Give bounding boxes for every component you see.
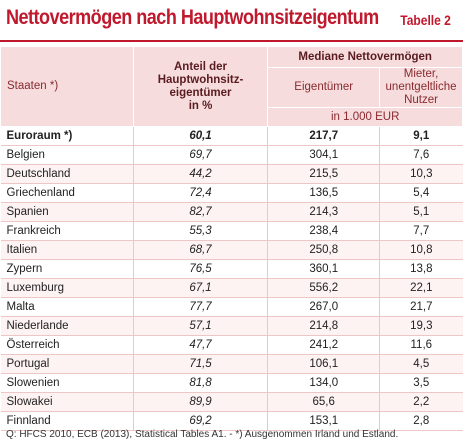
value-cell: 69,2 [133,411,269,431]
value-cell: 106,1 [267,354,381,374]
value-cell: 304,1 [267,145,381,165]
title: Nettovermögen nach Hauptwohnsitzeigentum [6,6,379,29]
value-cell: 89,9 [133,392,269,412]
table-row: Österreich 47,7 241,2 11,6 [0,335,463,355]
value-cell: 81,8 [133,373,269,393]
table-row: Malta 77,7 267,0 21,7 [0,297,463,317]
value-cell: 77,7 [133,297,269,317]
value-cell: 76,5 [133,259,269,279]
value-cell: 55,3 [133,221,269,241]
value-cell: 9,1 [379,126,463,146]
value-cell: 47,7 [133,335,269,355]
value-cell: 153,1 [267,411,381,431]
table-row: Deutschland 44,2 215,5 10,3 [0,164,463,184]
value-cell: 250,8 [267,240,381,260]
value-cell: 22,1 [379,278,463,298]
header-cell: Staaten *) [0,46,134,127]
country-cell: Zypern [0,259,134,279]
value-cell: 21,7 [379,297,463,317]
value-cell: 82,7 [133,202,269,222]
country-cell: Griechenland [0,183,134,203]
value-cell: 44,2 [133,164,269,184]
value-cell: 3,5 [379,373,463,393]
value-cell: 5,1 [379,202,463,222]
country-cell: Malta [0,297,134,317]
header-cell: Eigentümer [267,67,381,108]
header-line: Anteil der [173,60,228,73]
value-cell: 217,7 [267,126,381,146]
country-cell: Italien [0,240,134,260]
title-rule [0,40,463,42]
value-cell: 136,5 [267,183,381,203]
table-row: Zypern 76,5 360,1 13,8 [0,259,463,279]
footnote: Q: HFCS 2010, ECB (2013), Statistical Ta… [6,429,399,440]
table-row: Spanien 82,7 214,3 5,1 [0,202,463,222]
value-cell: 4,5 [379,354,463,374]
value-cell: 71,5 [133,354,269,374]
header-line: eigentümer [169,86,232,99]
table-row: Niederlande 57,1 214,8 19,3 [0,316,463,336]
value-cell: 2,8 [379,411,463,431]
value-cell: 267,0 [267,297,381,317]
table-row: Slowakei 89,9 65,6 2,2 [0,392,463,412]
value-cell: 69,7 [133,145,269,165]
table-label: Tabelle 2 [400,12,451,28]
value-cell: 214,3 [267,202,381,222]
country-cell: Luxemburg [0,278,134,298]
table-row: Griechenland 72,4 136,5 5,4 [0,183,463,203]
value-cell: 2,2 [379,392,463,412]
header-line: unentgeltliche Nutzer [385,81,457,106]
header-cell: Mediane Nettovermögen [267,46,463,68]
table-row: Slowenien 81,8 134,0 3,5 [0,373,463,393]
country-cell: Spanien [0,202,134,222]
value-cell: 67,1 [133,278,269,298]
table-row: Finnland 69,2 153,1 2,8 [0,411,463,431]
header-line: Mieter, [403,68,439,80]
table: Staaten *) Anteil der Hauptwohnsitz-eigen… [0,46,463,431]
value-cell: 241,2 [267,335,381,355]
country-cell: Euroraum *) [0,126,134,146]
value-cell: 19,3 [379,316,463,336]
country-cell: Österreich [0,335,134,355]
country-cell: Slowakei [0,392,134,412]
country-cell: Slowenien [0,373,134,393]
table-row: Luxemburg 67,1 556,2 22,1 [0,278,463,298]
country-cell: Belgien [0,145,134,165]
header-cell: in 1.000 EUR [267,107,463,127]
header-cell: Anteil der Hauptwohnsitz-eigentümer in % [132,46,269,127]
country-cell: Deutschland [0,164,134,184]
country-cell: Niederlande [0,316,134,336]
value-cell: 7,7 [379,221,463,241]
value-cell: 7,6 [379,145,463,165]
table-row: Italien 68,7 250,8 10,8 [0,240,463,260]
table-row: Frankreich 55,3 238,4 7,7 [0,221,463,241]
country-cell: Frankreich [0,221,134,241]
header-cell: Mieter, unentgeltliche Nutzer [379,67,463,108]
country-cell: Portugal [0,354,134,374]
header-line: Hauptwohnsitz- [157,73,244,86]
value-cell: 13,8 [379,259,463,279]
value-cell: 72,4 [133,183,269,203]
value-cell: 215,5 [267,164,381,184]
value-cell: 5,4 [379,183,463,203]
table-body: Euroraum *) 60,1 217,7 9,1 Belgien 69,7 304,1 7… [0,126,463,431]
value-cell: 57,1 [133,316,269,336]
value-cell: 238,4 [267,221,381,241]
value-cell: 60,1 [133,126,269,146]
value-cell: 134,0 [267,373,381,393]
value-cell: 11,6 [379,335,463,355]
value-cell: 10,8 [379,240,463,260]
header-line: in % [188,99,213,112]
value-cell: 556,2 [267,278,381,298]
table-row: Euroraum *) 60,1 217,7 9,1 [0,126,463,146]
value-cell: 65,6 [267,392,381,412]
table-row: Portugal 71,5 106,1 4,5 [0,354,463,374]
value-cell: 68,7 [133,240,269,260]
country-cell: Finnland [0,411,134,431]
value-cell: 360,1 [267,259,381,279]
value-cell: 10,3 [379,164,463,184]
value-cell: 214,8 [267,316,381,336]
table-row: Belgien 69,7 304,1 7,6 [0,145,463,165]
